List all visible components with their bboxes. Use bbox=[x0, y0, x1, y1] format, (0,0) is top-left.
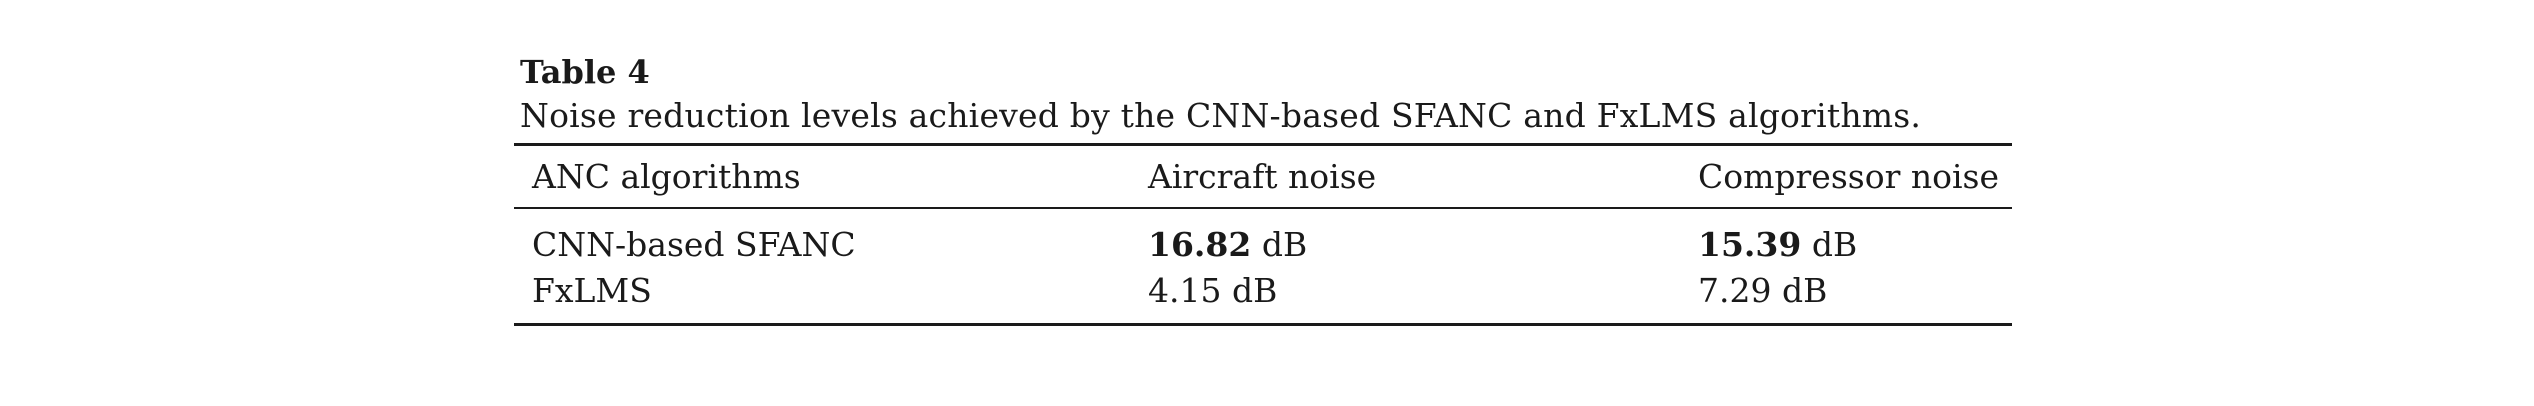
aircraft-noise-value: 4.15 bbox=[1148, 270, 1222, 310]
compressor-noise-cell: 7.29 dB bbox=[1698, 267, 2012, 325]
compressor-noise-value: 15.39 bbox=[1698, 224, 1802, 264]
table-header-row: ANC algorithms Aircraft noise Compressor… bbox=[514, 144, 2012, 208]
table-row: FxLMS 4.15 dB 7.29 dB bbox=[514, 267, 2012, 325]
header-anc-algorithms: ANC algorithms bbox=[532, 157, 801, 196]
compressor-noise-cell: 15.39 dB bbox=[1698, 208, 2012, 267]
table-label: Table 4 bbox=[520, 53, 650, 91]
header-aircraft-noise: Aircraft noise bbox=[1148, 157, 1377, 196]
table-caption: Noise reduction levels achieved by the C… bbox=[520, 96, 1922, 135]
table-row: CNN-based SFANC 16.82 dB 15.39 dB bbox=[514, 208, 2012, 267]
header-compressor-noise: Compressor noise bbox=[1698, 157, 1999, 196]
compressor-noise-value: 7.29 bbox=[1698, 270, 1772, 310]
aircraft-noise-cell: 4.15 dB bbox=[1148, 267, 1698, 325]
table-container: Table 4 Noise reduction levels achieved … bbox=[514, 52, 2012, 326]
compressor-noise-unit: dB bbox=[1801, 224, 1858, 264]
aircraft-noise-unit: dB bbox=[1251, 224, 1308, 264]
algorithm-name: FxLMS bbox=[532, 270, 652, 310]
algorithm-name: CNN-based SFANC bbox=[532, 224, 856, 264]
results-table: ANC algorithms Aircraft noise Compressor… bbox=[514, 143, 2012, 326]
aircraft-noise-unit: dB bbox=[1221, 270, 1278, 310]
compressor-noise-unit: dB bbox=[1771, 270, 1828, 310]
aircraft-noise-cell: 16.82 dB bbox=[1148, 208, 1698, 267]
aircraft-noise-value: 16.82 bbox=[1148, 224, 1252, 264]
